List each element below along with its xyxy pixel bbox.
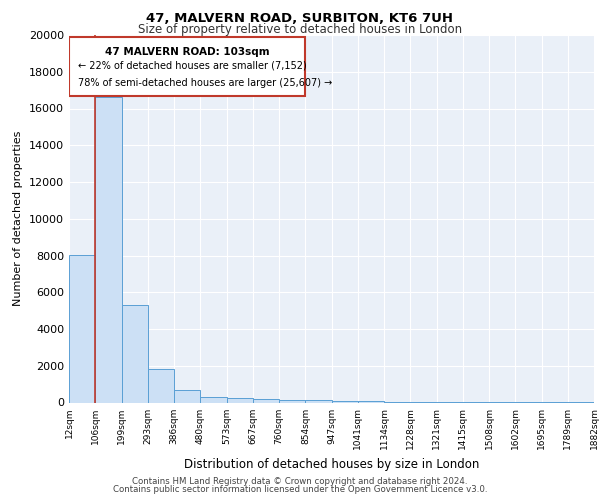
Bar [174, 390, 200, 402]
Bar [305, 400, 331, 402]
Text: ← 22% of detached houses are smaller (7,152): ← 22% of detached houses are smaller (7,… [79, 60, 307, 70]
Bar [69, 37, 305, 96]
Text: Contains public sector information licensed under the Open Government Licence v3: Contains public sector information licen… [113, 484, 487, 494]
Text: 47 MALVERN ROAD: 103sqm: 47 MALVERN ROAD: 103sqm [105, 48, 269, 58]
Y-axis label: Number of detached properties: Number of detached properties [13, 131, 23, 306]
Bar [69, 254, 95, 402]
Text: 47, MALVERN ROAD, SURBITON, KT6 7UH: 47, MALVERN ROAD, SURBITON, KT6 7UH [146, 12, 454, 26]
Text: Contains HM Land Registry data © Crown copyright and database right 2024.: Contains HM Land Registry data © Crown c… [132, 477, 468, 486]
Bar [253, 399, 279, 402]
Bar [200, 397, 227, 402]
Bar [148, 368, 174, 402]
Text: Size of property relative to detached houses in London: Size of property relative to detached ho… [138, 22, 462, 36]
Bar [279, 400, 305, 402]
Text: 78% of semi-detached houses are larger (25,607) →: 78% of semi-detached houses are larger (… [79, 78, 333, 88]
Bar [227, 398, 253, 402]
Bar [331, 401, 358, 402]
Bar [95, 98, 121, 403]
X-axis label: Distribution of detached houses by size in London: Distribution of detached houses by size … [184, 458, 479, 471]
Bar [121, 305, 148, 402]
